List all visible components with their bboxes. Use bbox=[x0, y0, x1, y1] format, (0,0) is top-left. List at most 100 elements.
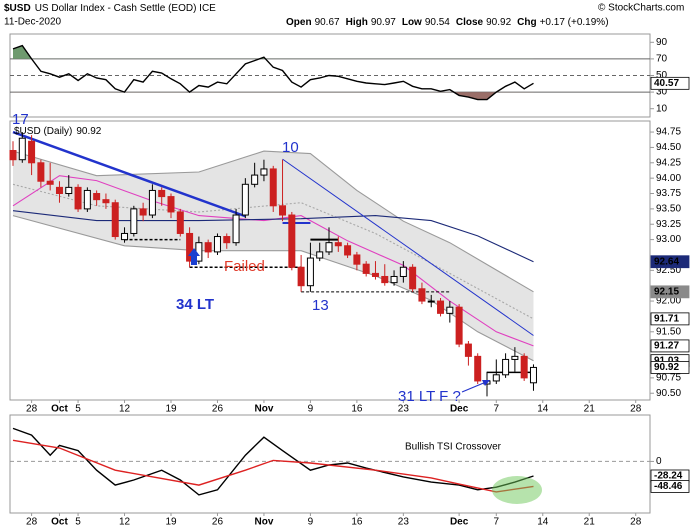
annotation: Failed bbox=[224, 258, 265, 275]
candle-body bbox=[167, 196, 175, 213]
x-tick-label: 12 bbox=[119, 517, 131, 528]
candle-body bbox=[334, 242, 342, 247]
candle-body bbox=[139, 208, 147, 216]
line bbox=[12, 427, 534, 496]
last-value-label: 92.64 bbox=[654, 256, 679, 267]
y-tick-label: 92.00 bbox=[656, 296, 681, 307]
x-tick-label: 21 bbox=[584, 404, 596, 415]
stat-value: 90.54 bbox=[425, 17, 450, 28]
y-tick-label: 10 bbox=[656, 103, 668, 114]
candle-body bbox=[464, 343, 472, 357]
x-tick-label: Nov bbox=[254, 517, 273, 528]
x-tick-label: 28 bbox=[26, 517, 38, 528]
x-tick-label: 7 bbox=[494, 404, 500, 415]
y-tick-label: 93.50 bbox=[656, 204, 681, 215]
highlight-ellipse bbox=[492, 476, 542, 504]
candle-body bbox=[130, 208, 138, 234]
x-tick-label: 28 bbox=[630, 517, 642, 528]
candle-body bbox=[65, 186, 73, 195]
candle-body bbox=[18, 137, 26, 161]
last-value-label: 90.92 bbox=[654, 362, 679, 373]
y-tick-label: 90.50 bbox=[656, 388, 681, 399]
y-tick-label: 93.75 bbox=[656, 188, 681, 199]
overlay-line bbox=[12, 183, 534, 320]
y-tick-label: 70 bbox=[656, 54, 668, 65]
candle-body bbox=[148, 189, 156, 216]
x-tick-label: 12 bbox=[119, 404, 131, 415]
candle-body bbox=[520, 355, 528, 379]
candle-body bbox=[306, 257, 314, 287]
candle-body bbox=[37, 162, 45, 182]
candle-body bbox=[381, 275, 389, 284]
x-tick-label: 19 bbox=[165, 517, 177, 528]
x-tick-label: Oct bbox=[51, 517, 68, 528]
candle-body bbox=[223, 236, 231, 244]
stat-label: High bbox=[346, 17, 368, 28]
x-tick-label: Dec bbox=[450, 517, 469, 528]
last-value-label: 91.03 bbox=[654, 355, 679, 366]
y-tick-label: 94.75 bbox=[656, 127, 681, 138]
candle-body bbox=[269, 168, 277, 207]
plot-layers: 907050301040.5794.7594.5094.2594.0093.75… bbox=[9, 33, 690, 528]
x-tick-label: 23 bbox=[398, 517, 410, 528]
candle-body bbox=[316, 251, 324, 259]
x-tick-label: 28 bbox=[26, 404, 38, 415]
panel-name: $USD (Daily) bbox=[14, 126, 72, 137]
candle-body bbox=[492, 374, 500, 382]
annotation: 34 LT bbox=[176, 296, 214, 313]
overlay-line bbox=[12, 215, 534, 362]
annotation-arrow bbox=[461, 381, 487, 393]
candle-body bbox=[158, 189, 166, 198]
x-tick-label: 28 bbox=[630, 404, 642, 415]
candle-body bbox=[93, 193, 101, 201]
x-tick-label: 16 bbox=[351, 517, 363, 528]
stat-label: Chg bbox=[517, 17, 536, 28]
panel-frame bbox=[9, 414, 651, 514]
y-tick-label: 0 bbox=[656, 456, 662, 467]
x-tick-label: 7 bbox=[494, 517, 500, 528]
value-box bbox=[650, 361, 690, 374]
x-tick-label: Nov bbox=[254, 404, 273, 415]
arrow-head bbox=[482, 380, 490, 386]
ohlc-stats: Open 90.67 High 90.97 Low 90.54 Close 90.92 Chg +… bbox=[286, 17, 609, 28]
candle-body bbox=[204, 242, 212, 253]
candle-body bbox=[28, 140, 36, 164]
value-box bbox=[650, 480, 690, 493]
candle-body bbox=[55, 186, 63, 195]
candle-body bbox=[260, 168, 268, 176]
candle-body bbox=[288, 214, 296, 268]
last-value-label: 91.27 bbox=[654, 341, 679, 352]
y-tick-label: 94.50 bbox=[656, 142, 681, 153]
trend-line bbox=[12, 130, 246, 218]
last-value-label: 91.71 bbox=[654, 314, 679, 325]
last-value-label: -28.24 bbox=[654, 471, 683, 482]
value-box bbox=[650, 255, 690, 269]
candle-body bbox=[409, 266, 417, 290]
y-tick-label: 94.00 bbox=[656, 173, 681, 184]
x-tick-label: 9 bbox=[308, 517, 314, 528]
candle-body bbox=[353, 254, 361, 265]
candle-body bbox=[362, 263, 370, 274]
x-tick-label: Oct bbox=[51, 404, 68, 415]
value-box bbox=[650, 285, 690, 299]
panel-close: 90.92 bbox=[76, 126, 101, 137]
candle-body bbox=[83, 189, 91, 210]
stat-value: 90.67 bbox=[315, 17, 340, 28]
candle-body bbox=[251, 174, 259, 185]
oversold-area bbox=[13, 92, 534, 100]
candle-body bbox=[427, 300, 435, 303]
line bbox=[12, 439, 534, 493]
annotation: Bullish TSI Crossover bbox=[405, 442, 502, 453]
annotation: 13 bbox=[312, 297, 329, 314]
x-tick-label: 14 bbox=[537, 404, 549, 415]
stat-label: Open bbox=[286, 17, 312, 28]
x-tick-label: 26 bbox=[212, 517, 224, 528]
candle-body bbox=[325, 242, 333, 253]
stat-value: +0.17 (+0.19%) bbox=[540, 17, 609, 28]
instrument-name: US Dollar Index - Cash Settle (EOD) ICE bbox=[35, 3, 216, 14]
y-tick-label: 30 bbox=[656, 87, 668, 98]
symbol: $USD bbox=[4, 3, 31, 14]
annotation: 10 bbox=[282, 139, 299, 156]
trend-line bbox=[282, 158, 534, 336]
